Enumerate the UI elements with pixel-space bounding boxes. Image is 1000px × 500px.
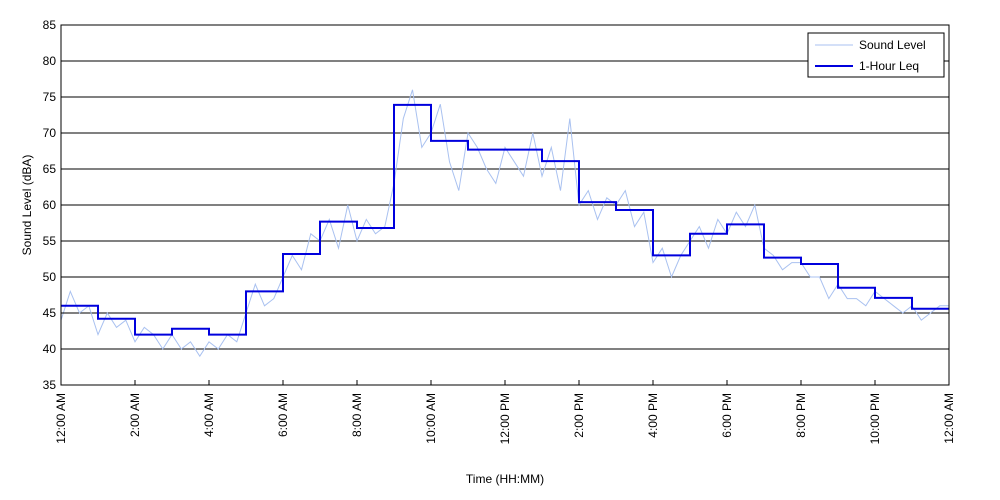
x-tick-label: 12:00 AM bbox=[54, 393, 68, 444]
y-tick-label: 50 bbox=[43, 270, 57, 284]
legend-label-sound-level: Sound Level bbox=[859, 38, 926, 52]
x-axis-title: Time (HH:MM) bbox=[466, 472, 544, 486]
legend-box bbox=[807, 32, 945, 78]
legend: Sound Level 1-Hour Leq bbox=[807, 32, 945, 78]
legend-label-leq: 1-Hour Leq bbox=[859, 59, 919, 73]
x-tick-label: 4:00 AM bbox=[202, 393, 216, 437]
x-tick-label: 12:00 PM bbox=[498, 393, 512, 444]
y-tick-label: 65 bbox=[43, 162, 57, 176]
x-tick-label: 8:00 PM bbox=[794, 393, 808, 438]
y-tick-label: 40 bbox=[43, 342, 57, 356]
x-tick-label: 10:00 AM bbox=[424, 393, 438, 444]
leq-series bbox=[61, 103, 949, 336]
x-axis: 12:00 AM 2:00 AM 4:00 AM 6:00 AM 8:00 AM 10:0… bbox=[54, 380, 956, 444]
x-tick-label: 6:00 AM bbox=[276, 393, 290, 437]
y-tick-label: 35 bbox=[43, 378, 57, 392]
y-tick-label: 60 bbox=[43, 198, 57, 212]
x-tick-label: 12:00 AM bbox=[942, 393, 956, 444]
y-tick-label: 45 bbox=[43, 306, 57, 320]
gridlines bbox=[61, 60, 949, 350]
x-tick-label: 2:00 AM bbox=[128, 393, 142, 437]
y-tick-label: 75 bbox=[43, 90, 57, 104]
x-tick-label: 8:00 AM bbox=[350, 393, 364, 437]
x-tick-label: 2:00 PM bbox=[572, 393, 586, 438]
y-tick-label: 55 bbox=[43, 234, 57, 248]
y-tick-label: 85 bbox=[43, 18, 57, 32]
y-tick-label: 70 bbox=[43, 126, 57, 140]
x-tick-label: 6:00 PM bbox=[720, 393, 734, 438]
y-axis-title: Sound Level (dBA) bbox=[20, 155, 34, 256]
x-tick-label: 4:00 PM bbox=[646, 393, 660, 438]
leq-step-line bbox=[61, 103, 949, 336]
y-axis: 35 40 45 50 55 60 65 70 75 80 85 bbox=[43, 18, 66, 392]
x-tick-label: 10:00 PM bbox=[868, 393, 882, 444]
y-tick-label: 80 bbox=[43, 54, 57, 68]
